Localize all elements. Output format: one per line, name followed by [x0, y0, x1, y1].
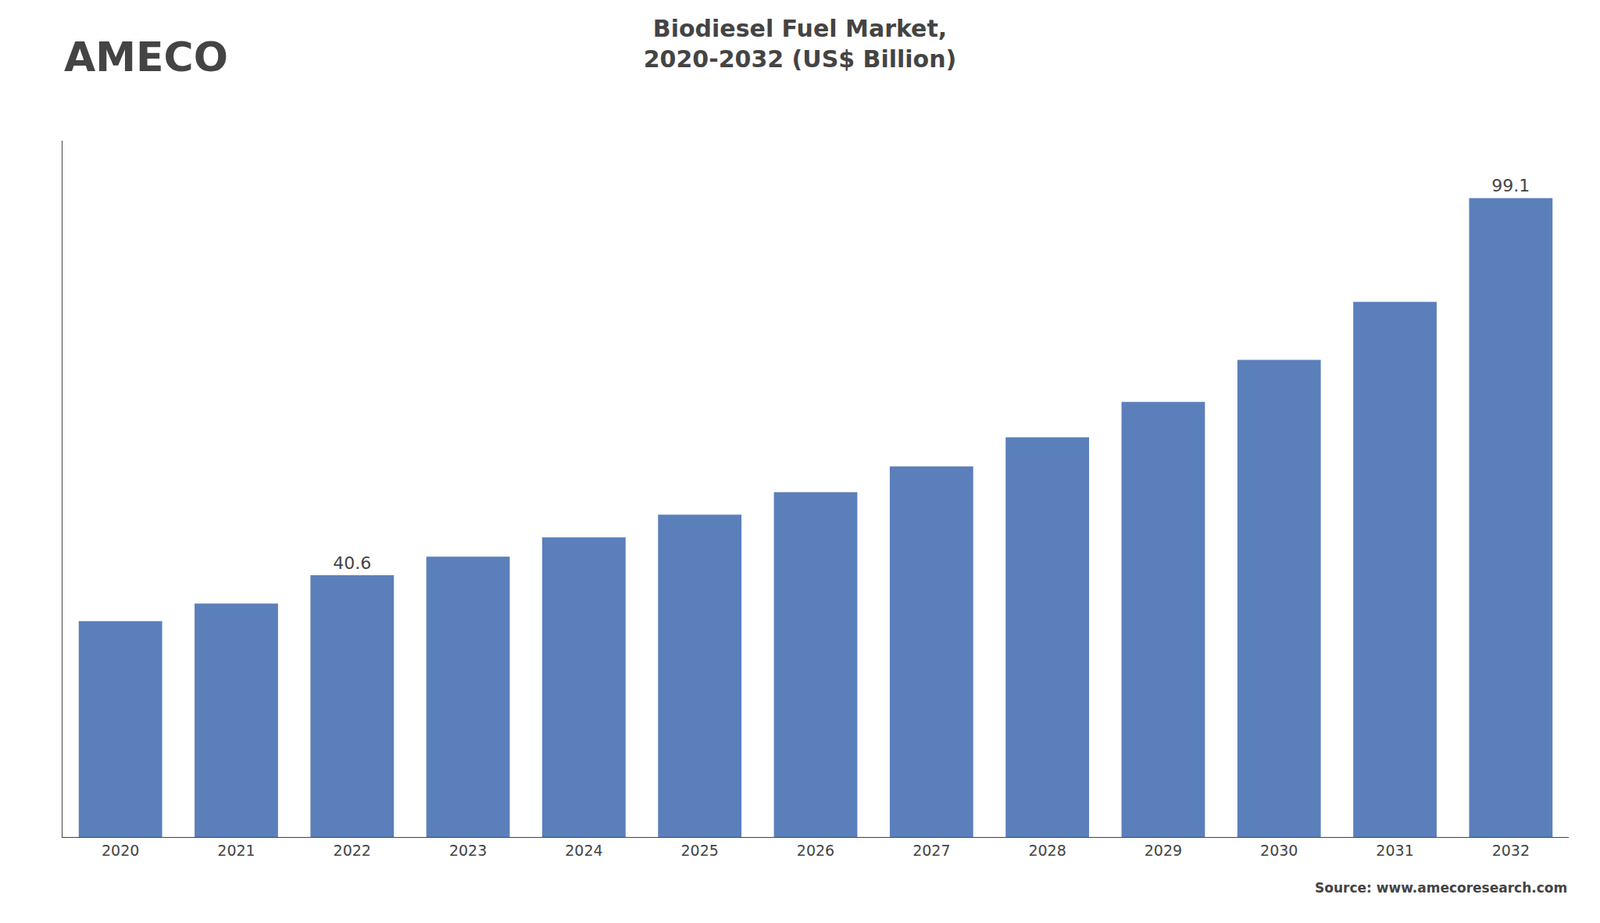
svg-text:2020: 2020: [101, 841, 140, 859]
svg-text:99.1: 99.1: [1491, 175, 1530, 196]
svg-text:2031: 2031: [1375, 841, 1414, 859]
svg-text:2025: 2025: [681, 841, 719, 859]
svg-text:AMECO: AMECO: [64, 33, 229, 81]
svg-text:2026: 2026: [796, 841, 835, 859]
svg-text:2024: 2024: [564, 841, 603, 859]
svg-text:2032: 2032: [1492, 841, 1530, 859]
svg-text:2022: 2022: [333, 841, 372, 859]
svg-text:Biodiesel Fuel Market,2020-203: Biodiesel Fuel Market,2020-2032 (US$ Bil…: [643, 14, 958, 73]
svg-text:2023: 2023: [449, 841, 487, 859]
svg-text:40.6: 40.6: [332, 553, 372, 573]
svg-text:Source: www.amecoresearch.com: Source: www.amecoresearch.com: [1314, 879, 1568, 896]
svg-text:2029: 2029: [1144, 841, 1183, 859]
svg-text:2021: 2021: [217, 841, 255, 859]
svg-text:2030: 2030: [1260, 841, 1298, 859]
svg-text:2028: 2028: [1028, 841, 1066, 859]
svg-text:2027: 2027: [912, 841, 950, 859]
